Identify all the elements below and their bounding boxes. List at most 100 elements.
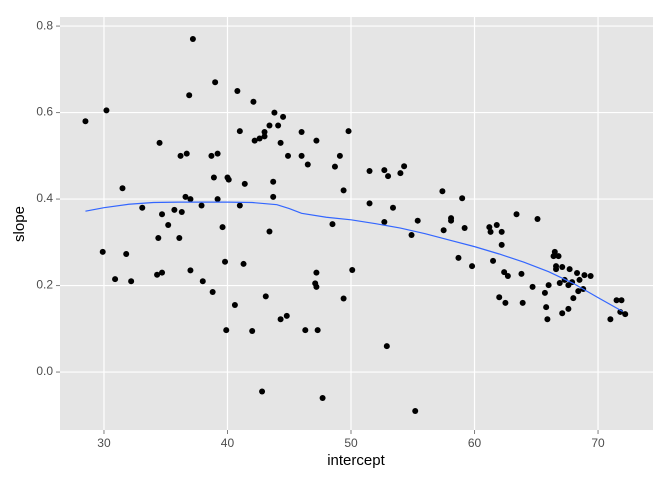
point: [487, 228, 494, 235]
point: [236, 202, 243, 209]
point: [214, 196, 221, 203]
y-tick-label: 0.8: [36, 18, 53, 32]
point: [159, 211, 166, 218]
point: [314, 327, 321, 334]
point: [366, 200, 373, 207]
point: [498, 228, 505, 235]
point: [381, 218, 388, 225]
point: [543, 304, 550, 311]
point: [414, 217, 421, 224]
point: [496, 294, 503, 301]
point: [208, 152, 215, 159]
point: [199, 278, 206, 285]
y-tick-label: 0.4: [36, 191, 53, 205]
point: [187, 267, 194, 274]
point: [178, 209, 185, 216]
point: [383, 343, 390, 350]
point: [241, 180, 248, 187]
point: [345, 128, 352, 135]
point: [277, 139, 284, 146]
point: [210, 174, 217, 181]
point: [128, 278, 135, 285]
y-tick-label: 0.6: [36, 105, 53, 119]
point: [518, 270, 525, 277]
point: [189, 36, 196, 43]
point: [283, 312, 290, 319]
point: [319, 394, 326, 401]
point: [277, 316, 284, 323]
point: [119, 185, 126, 192]
point: [331, 163, 338, 170]
point: [298, 152, 305, 159]
point: [270, 193, 277, 200]
y-tick-label: 0.2: [36, 278, 53, 292]
point: [165, 222, 172, 229]
point: [553, 266, 560, 273]
point: [385, 173, 392, 180]
point: [574, 270, 581, 277]
point: [504, 273, 511, 280]
point: [469, 263, 476, 270]
point: [340, 187, 347, 194]
point: [622, 311, 629, 318]
x-tick-label: 50: [344, 436, 358, 450]
point: [559, 263, 566, 270]
y-axis-title: slope: [11, 206, 28, 242]
point: [159, 269, 166, 276]
point: [249, 327, 256, 334]
point: [455, 254, 462, 261]
x-tick-label: 30: [97, 436, 111, 450]
point: [103, 107, 110, 114]
point: [154, 271, 161, 278]
point: [587, 273, 594, 280]
point: [461, 225, 468, 232]
panel: [60, 17, 653, 430]
point: [223, 327, 230, 334]
point: [448, 217, 455, 224]
point: [439, 188, 446, 195]
point: [209, 289, 216, 296]
point: [618, 297, 625, 304]
point: [490, 257, 497, 264]
point: [139, 204, 146, 211]
point: [336, 152, 343, 159]
point: [182, 193, 189, 200]
point: [313, 137, 320, 144]
point: [397, 170, 404, 177]
point: [408, 231, 415, 238]
point: [329, 221, 336, 228]
point: [275, 122, 282, 129]
point: [313, 269, 320, 276]
point: [240, 260, 247, 267]
x-tick-label: 40: [221, 436, 235, 450]
point: [171, 206, 178, 213]
point: [256, 135, 263, 142]
point: [389, 204, 396, 211]
point: [544, 316, 551, 323]
point: [271, 109, 278, 116]
point: [231, 302, 238, 309]
point: [236, 128, 243, 135]
point: [555, 253, 562, 260]
point: [261, 133, 268, 140]
point: [565, 305, 572, 312]
point: [575, 288, 582, 295]
point: [280, 113, 287, 120]
x-tick-label: 70: [591, 436, 605, 450]
smooth-line: [85, 201, 624, 313]
x-tick-label: 60: [468, 436, 482, 450]
point: [313, 283, 320, 290]
point: [266, 228, 273, 235]
point: [186, 92, 193, 99]
point: [613, 297, 620, 304]
point: [607, 316, 614, 323]
point: [501, 269, 508, 276]
point: [214, 150, 221, 157]
point: [304, 161, 311, 168]
point: [285, 152, 292, 159]
point: [551, 248, 558, 255]
point: [266, 122, 273, 129]
point: [340, 295, 347, 302]
point: [155, 234, 162, 241]
